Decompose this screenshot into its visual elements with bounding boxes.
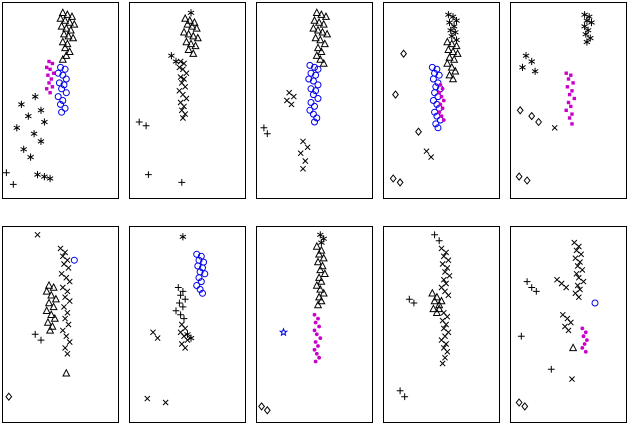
scatter-subplot-r1c5 xyxy=(510,2,627,199)
scatter-subplot-r2c5 xyxy=(510,226,627,423)
scatter-subplot-r1c1 xyxy=(2,2,119,199)
scatter-subplot-r2c4 xyxy=(383,226,500,423)
scatter-subplot-r1c4 xyxy=(383,2,500,199)
scatter-subplot-r2c2 xyxy=(129,226,246,423)
scatter-subplot-r1c2 xyxy=(129,2,246,199)
scatter-subplot-r2c3 xyxy=(256,226,373,423)
scatter-subplot-r1c3 xyxy=(256,2,373,199)
scatter-subplot-r2c1 xyxy=(2,226,119,423)
subplot-grid xyxy=(2,2,627,423)
